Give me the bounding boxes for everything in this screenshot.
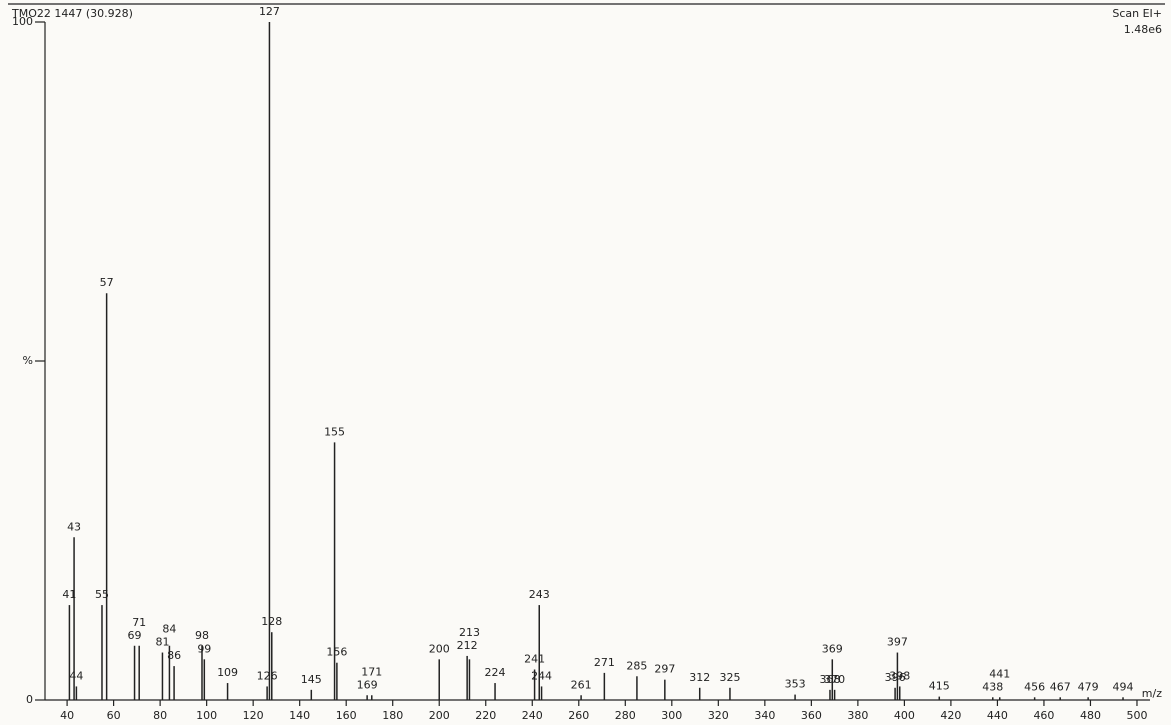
peak-label: 241: [524, 652, 545, 665]
peak-label: 84: [162, 623, 176, 636]
x-tick-label: 100: [196, 709, 217, 722]
x-tick-label: 500: [1126, 709, 1147, 722]
x-tick-label: 280: [615, 709, 636, 722]
peak-label: 43: [67, 520, 81, 533]
x-tick-label: 180: [382, 709, 403, 722]
peak-label: 479: [1078, 680, 1099, 693]
x-axis-label: m/z: [1142, 687, 1162, 700]
peak-label: 41: [62, 588, 76, 601]
peak-label: 396: [885, 671, 906, 684]
peak-label: 369: [822, 642, 843, 655]
peak-label: 397: [887, 636, 908, 649]
peak-label: 81: [155, 636, 169, 649]
x-tick-label: 200: [429, 709, 450, 722]
x-tick-label: 160: [336, 709, 357, 722]
peak-label: 200: [429, 642, 450, 655]
chart-title: TMO22 1447 (30.928): [11, 7, 133, 20]
x-tick-label: 140: [289, 709, 310, 722]
peak-label: 370: [824, 673, 845, 686]
peak-label: 368: [819, 673, 840, 686]
peak-label: 44: [69, 669, 83, 682]
x-tick-label: 120: [243, 709, 264, 722]
peak-label: 441: [989, 667, 1010, 680]
peak-label: 128: [261, 615, 282, 628]
peak-label: 244: [531, 669, 552, 682]
x-tick-label: 80: [153, 709, 167, 722]
x-tick-label: 440: [987, 709, 1008, 722]
y-tick-label: %: [23, 354, 33, 367]
peak-label: 98: [195, 629, 209, 642]
peak-label: 212: [457, 639, 478, 652]
peak-label: 297: [654, 663, 675, 676]
y-tick-label: 100: [12, 15, 33, 28]
peak-label: 224: [485, 666, 506, 679]
peak-label: 415: [929, 680, 950, 693]
peak-label: 171: [361, 665, 382, 678]
scan-label: Scan EI+: [1112, 7, 1162, 20]
peak-label: 126: [257, 669, 278, 682]
peak-label: 169: [357, 678, 378, 691]
peak-label: 156: [326, 646, 347, 659]
intensity-label: 1.48e6: [1124, 23, 1162, 36]
peak-label: 456: [1024, 680, 1045, 693]
peak-label: 127: [259, 5, 280, 18]
peak-label: 69: [128, 629, 142, 642]
peak-label: 55: [95, 588, 109, 601]
peak-label: 213: [459, 626, 480, 639]
y-tick-label: 0: [26, 693, 33, 706]
x-tick-label: 320: [708, 709, 729, 722]
x-tick-label: 380: [847, 709, 868, 722]
x-tick-label: 240: [522, 709, 543, 722]
x-tick-label: 360: [801, 709, 822, 722]
x-tick-label: 420: [940, 709, 961, 722]
peak-label: 86: [167, 649, 181, 662]
peak-label: 494: [1113, 680, 1134, 693]
x-tick-label: 260: [568, 709, 589, 722]
peak-label: 155: [324, 425, 345, 438]
peak-label: 285: [626, 659, 647, 672]
peak-label: 145: [301, 673, 322, 686]
peak-label: 99: [197, 642, 211, 655]
peak-label: 353: [785, 678, 806, 691]
peak-label: 398: [889, 669, 910, 682]
x-tick-label: 40: [60, 709, 74, 722]
x-tick-label: 400: [894, 709, 915, 722]
x-tick-label: 300: [661, 709, 682, 722]
x-tick-label: 220: [475, 709, 496, 722]
peak-label: 243: [529, 588, 550, 601]
peak-label: 438: [982, 680, 1003, 693]
x-tick-label: 340: [754, 709, 775, 722]
peak-label: 57: [100, 276, 114, 289]
peak-label: 109: [217, 666, 238, 679]
peak-label: 261: [571, 678, 592, 691]
x-tick-label: 480: [1080, 709, 1101, 722]
peak-label: 71: [132, 616, 146, 629]
peak-label: 271: [594, 656, 615, 669]
x-tick-label: 460: [1033, 709, 1054, 722]
peak-label: 467: [1050, 680, 1071, 693]
peak-label: 325: [719, 671, 740, 684]
peak-label: 312: [689, 671, 710, 684]
x-tick-label: 60: [107, 709, 121, 722]
